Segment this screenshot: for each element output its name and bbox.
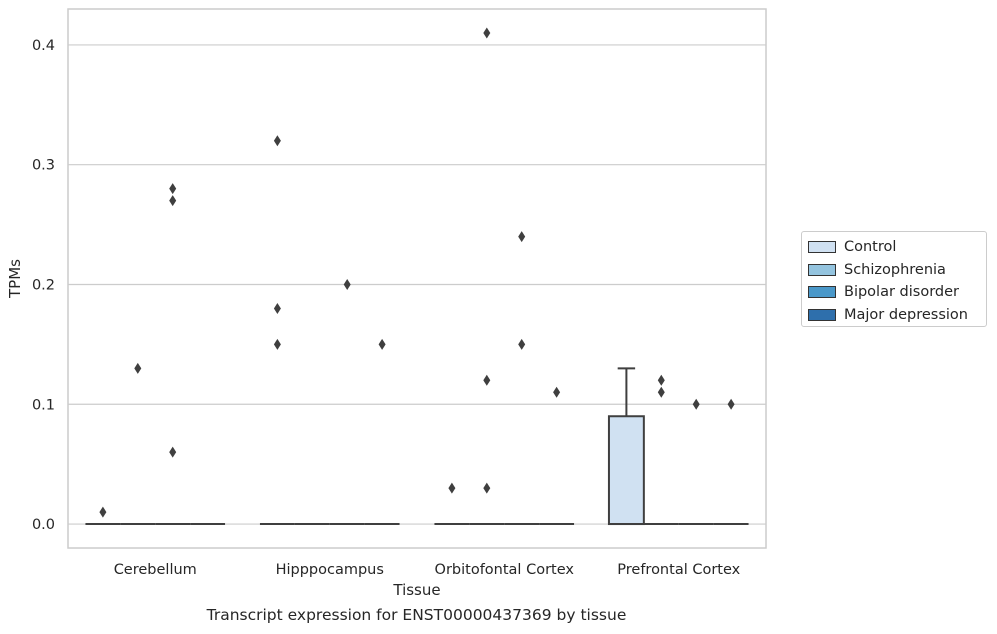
legend-swatch	[808, 241, 836, 254]
legend-item: Schizophrenia	[802, 259, 986, 282]
legend-label: Control	[844, 239, 897, 256]
outlier-point	[727, 398, 735, 410]
outlier-point	[169, 446, 177, 458]
y-tick-label: 0.0	[32, 517, 55, 533]
outlier-point	[692, 398, 700, 410]
outlier-point	[343, 278, 351, 290]
legend-item: Major depression	[802, 304, 986, 327]
x-tick-label: Orbitofontal Cortex	[435, 562, 575, 578]
outlier-point	[134, 362, 142, 374]
y-tick-label: 0.2	[32, 277, 55, 293]
outlier-point	[169, 195, 177, 207]
x-axis-label: Tissue	[392, 581, 440, 599]
outlier-point	[273, 135, 281, 147]
legend-label: Schizophrenia	[844, 261, 946, 278]
legend-item: Control	[802, 236, 986, 259]
chart-marks	[85, 27, 749, 526]
outlier-point	[99, 506, 107, 518]
outlier-point	[448, 482, 456, 494]
legend-label: Major depression	[844, 306, 968, 323]
outlier-point	[483, 27, 491, 39]
outlier-point	[483, 482, 491, 494]
outlier-point	[518, 338, 526, 350]
outlier-point	[657, 386, 665, 398]
outlier-point	[553, 386, 561, 398]
outlier-point	[273, 302, 281, 314]
x-tick-label: Prefrontal Cortex	[617, 562, 740, 578]
plot-frame	[67, 8, 767, 549]
y-tick-label: 0.4	[32, 38, 55, 54]
box	[607, 415, 645, 526]
x-tick-labels: Cerebellum Hipppocampus Orbitofontal Corte…	[114, 562, 741, 578]
x-tick-label: Cerebellum	[114, 562, 197, 578]
x-tick-label: Hipppocampus	[276, 562, 384, 578]
y-tick-label: 0.3	[32, 158, 55, 174]
y-tick-labels: 0.0 0.1 0.2 0.3 0.4	[32, 38, 55, 533]
y-axis-label: TPMs	[6, 259, 24, 299]
legend-swatch	[808, 286, 836, 299]
outlier-point	[378, 338, 386, 350]
outlier-point	[518, 231, 526, 243]
legend-item: Bipolar disorder	[802, 281, 986, 304]
outlier-point	[657, 374, 665, 386]
legend: Control Schizophrenia Bipolar disorder Majo…	[801, 231, 987, 327]
legend-label: Bipolar disorder	[844, 284, 959, 301]
outlier-point	[483, 374, 491, 386]
legend-swatch	[808, 263, 836, 276]
outlier-point	[169, 183, 177, 195]
legend-swatch	[808, 308, 836, 321]
chart-caption: Transcript expression for ENST0000043736…	[206, 606, 627, 624]
outlier-point	[273, 338, 281, 350]
y-tick-label: 0.1	[32, 397, 55, 413]
